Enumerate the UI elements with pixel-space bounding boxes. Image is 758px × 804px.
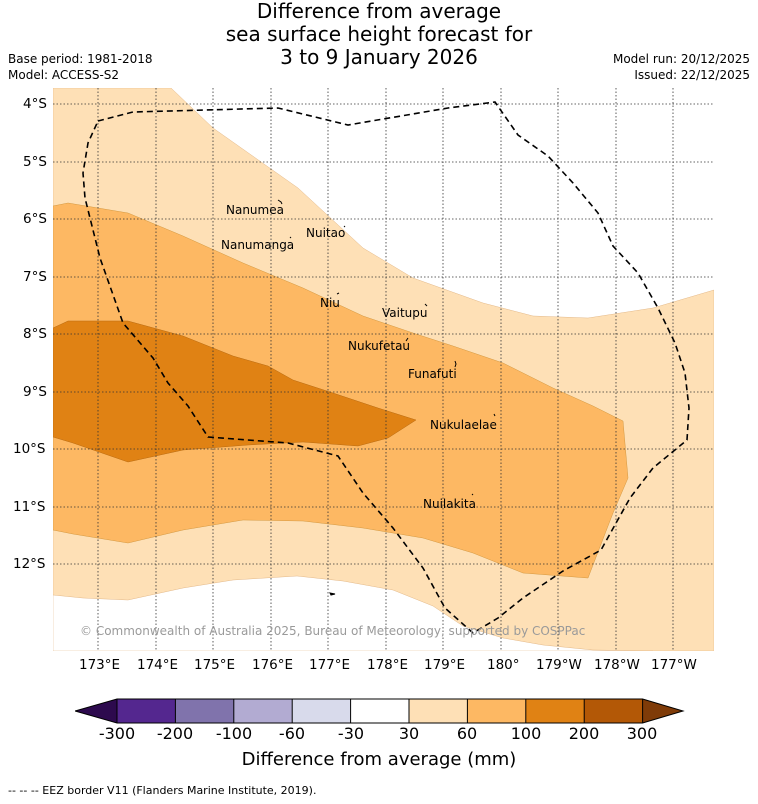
- colorbar-segment-5: [350, 699, 409, 723]
- lon-label-177e: 177°E: [309, 657, 351, 673]
- lat-label-10s: 10°S: [13, 441, 46, 457]
- copyright-notice: © Commonwealth of Australia 2025, Bureau…: [80, 624, 586, 638]
- island-nukulaelae: [493, 413, 496, 417]
- colorbar-tick-4: -60: [278, 724, 306, 743]
- lat-label-4s: 4°S: [23, 96, 47, 112]
- colorbar-segment-7: [467, 699, 526, 723]
- eez-legend-note: -- -- -- EEZ border V11 (Flanders Marine…: [8, 784, 317, 797]
- colorbar-segment-9: [584, 699, 643, 723]
- lon-label-179w: 179°W: [536, 657, 582, 673]
- colorbar-tick-8: 100: [510, 724, 542, 743]
- lon-label-176e: 176°E: [252, 657, 294, 673]
- island-label-niu: Niu: [320, 296, 340, 310]
- island-funafuti: [454, 360, 457, 368]
- model-name: Model: ACCESS-S2: [8, 68, 120, 82]
- island-nanumea: [277, 199, 283, 205]
- lat-label-7s: 7°S: [23, 269, 47, 285]
- island-label-nanumea: Nanumea: [226, 203, 284, 217]
- island-nuilakita: [471, 493, 474, 496]
- colorbar-segment-8: [525, 699, 585, 723]
- island-nanumanga: [289, 236, 292, 239]
- colorbar-tick-9: 200: [568, 724, 600, 743]
- colorbar-tick-2: -200: [156, 724, 194, 743]
- colorbar-extend-max: [642, 699, 683, 723]
- base-period: Base period: 1981-2018: [8, 52, 153, 66]
- island-niu: [336, 292, 340, 295]
- island-markers: [277, 199, 496, 596]
- sea-level-map: [53, 88, 714, 651]
- lon-label-179e: 179°E: [424, 657, 466, 673]
- lon-label-174e: 174°E: [137, 657, 179, 673]
- colorbar-extend-min: [75, 699, 117, 723]
- lon-label-178e: 178°E: [367, 657, 409, 673]
- lon-label-180: 180°: [487, 657, 520, 673]
- lon-label-178w: 178°W: [594, 657, 640, 673]
- colorbar-segment-2: [175, 699, 234, 723]
- island-small-south: [329, 592, 336, 596]
- island-label-nuilakita: Nuilakita: [423, 497, 476, 511]
- lat-label-8s: 8°S: [23, 326, 47, 342]
- lat-label-9s: 9°S: [23, 384, 47, 400]
- lon-label-173e: 173°E: [79, 657, 121, 673]
- colorbar-outline: [75, 698, 685, 724]
- colorbar-tick-7: 60: [456, 724, 478, 743]
- title-line-1: Difference from average: [256, 0, 502, 23]
- colorbar-tick-6: 30: [398, 724, 420, 743]
- contour-band-60-100: [53, 202, 629, 579]
- lon-label-177w: 177°W: [651, 657, 697, 673]
- lat-label-12s: 12°S: [13, 556, 46, 572]
- island-label-vaitupu: Vaitupu: [382, 306, 428, 320]
- model-run: Model run: 20/12/2025: [612, 52, 750, 66]
- island-label-nukufetau: Nukufetau: [348, 339, 411, 353]
- colorbar-tick-1: -300: [98, 724, 136, 743]
- title-line-3: 3 to 9 January 2026: [280, 45, 478, 69]
- grid-lines: [53, 88, 714, 651]
- island-nukufetau: [405, 337, 409, 342]
- colorbar-tick-10: 300: [626, 724, 658, 743]
- lat-label-5s: 5°S: [23, 154, 47, 170]
- colorbar-segment-6: [409, 699, 468, 723]
- island-label-nuitao: Nuitao: [306, 226, 346, 240]
- colorbar-segment-4: [292, 699, 351, 723]
- issued-date: Issued: 22/12/2025: [634, 68, 750, 82]
- lat-label-11s: 11°S: [13, 499, 46, 515]
- colorbar-tick-5: -30: [337, 724, 365, 743]
- island-label-funafuti: Funafuti: [408, 367, 457, 381]
- colorbar-tick-3: -100: [215, 724, 253, 743]
- colorbar-title: Difference from average (mm): [241, 749, 517, 770]
- colorbar: [75, 698, 685, 724]
- colorbar-segment-1: [117, 699, 176, 723]
- eez-border: [82, 101, 690, 634]
- lat-label-6s: 6°S: [23, 211, 47, 227]
- contour-band-100-200: [53, 320, 417, 463]
- island-label-nukulaelae: Nukulaelae: [430, 418, 497, 432]
- island-label-nanumanga: Nanumanga: [221, 238, 295, 252]
- contour-band-below-30: [53, 575, 654, 651]
- island-vaitupu: [424, 303, 428, 307]
- island-nuitao: [343, 225, 346, 228]
- colorbar-segment-3: [233, 699, 293, 723]
- lon-label-175e: 175°E: [194, 657, 236, 673]
- title-line-2: sea surface height forecast for: [225, 22, 533, 46]
